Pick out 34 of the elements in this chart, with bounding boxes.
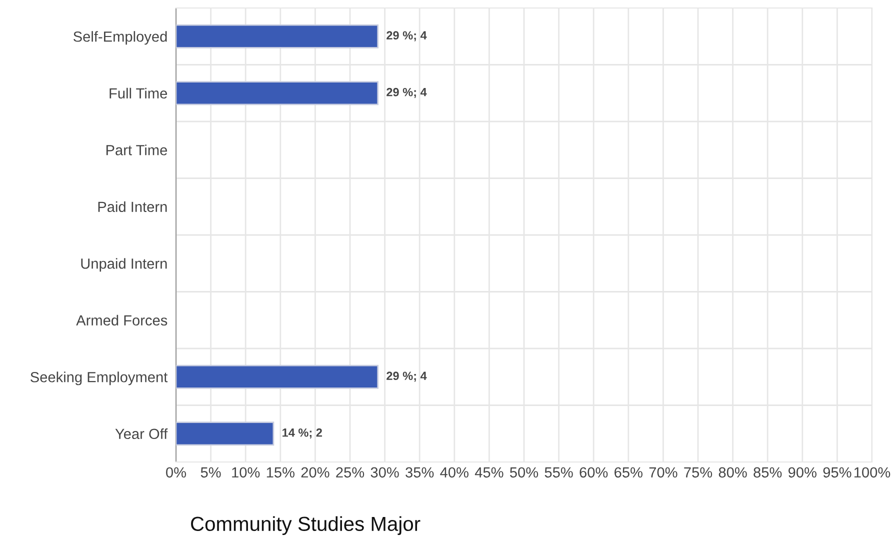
- x-tick-label: 55%: [544, 467, 573, 478]
- x-tick-label: 20%: [301, 467, 330, 478]
- y-tick-label: Unpaid Intern: [81, 258, 167, 272]
- x-tick-label: 80%: [718, 467, 747, 478]
- x-tick-label: 0%: [166, 467, 186, 478]
- y-tick-label: Year Off: [115, 428, 168, 440]
- y-tick-label: Self-Employed: [74, 31, 167, 45]
- x-tick-label: 50%: [510, 467, 538, 478]
- x-tick-label: 5%: [200, 467, 221, 478]
- x-tick-label: 60%: [580, 467, 608, 478]
- x-tick-label: 85%: [754, 467, 782, 478]
- data-label: 14 %; 2: [282, 428, 322, 439]
- data-label: 29 %; 4: [386, 31, 427, 42]
- data-label: 29 %; 4: [386, 88, 427, 98]
- x-tick-label: 40%: [440, 467, 468, 478]
- x-tick-label: 10%: [232, 467, 260, 478]
- x-tick-label: 90%: [788, 467, 816, 478]
- x-tick-label: 15%: [266, 467, 294, 478]
- y-tick-label: Seeking Employment: [30, 372, 168, 386]
- x-tick-label: 75%: [684, 467, 712, 478]
- x-tick-label: 100%: [854, 467, 890, 478]
- x-tick-label: 65%: [614, 467, 642, 478]
- y-tick-label: Paid Intern: [98, 201, 167, 212]
- x-tick-label: 95%: [823, 467, 852, 478]
- y-tick-label: Full Time: [110, 88, 168, 99]
- y-tick-label: Armed Forces: [76, 314, 168, 326]
- text: Community Studies Major: [191, 516, 420, 535]
- x-tick-label: 45%: [474, 467, 504, 478]
- y-tick-label: Part Time: [106, 144, 168, 156]
- x-tick-label: 30%: [370, 467, 399, 478]
- x-tick-label: 35%: [406, 467, 434, 478]
- x-tick-label: 25%: [336, 467, 364, 478]
- x-tick-label: 70%: [649, 467, 678, 478]
- data-label: 29 %; 4: [386, 372, 427, 382]
